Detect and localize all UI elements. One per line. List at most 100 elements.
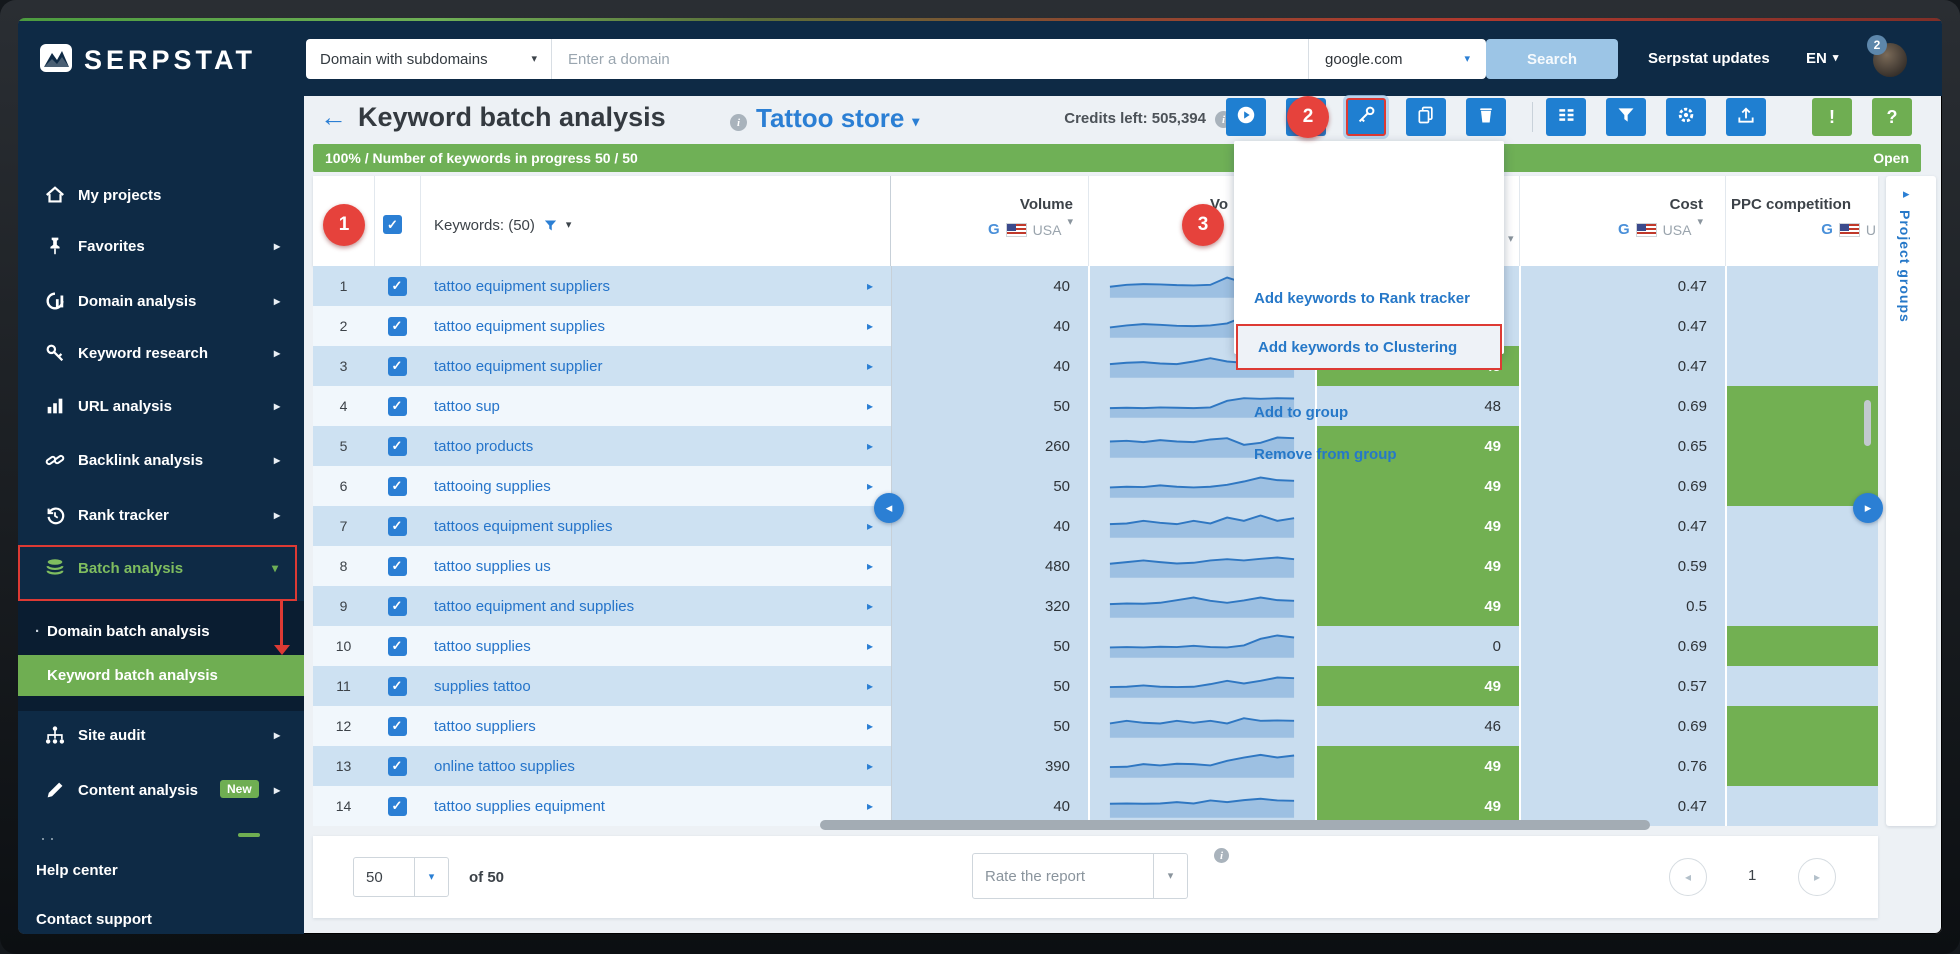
sort-caret-icon[interactable]: ▾ bbox=[1697, 216, 1703, 228]
info-icon[interactable]: i bbox=[730, 114, 747, 131]
sidebar-item-favorites[interactable]: Favorites ▸ bbox=[18, 226, 304, 266]
ppc-column-header[interactable]: PPC competition G U bbox=[1731, 196, 1876, 238]
sidebar-item-site-audit[interactable]: Site audit ▸ bbox=[18, 715, 304, 755]
next-page-button[interactable]: ▸ bbox=[1798, 858, 1836, 896]
row-checkbox[interactable]: ✓ bbox=[374, 306, 420, 346]
keyword-cell[interactable]: tattoo equipment suppliers ▸ bbox=[420, 266, 891, 306]
keyword-link[interactable]: online tattoo supplies bbox=[434, 757, 575, 775]
cost-column-header[interactable]: Cost G USA ▾ bbox=[1543, 196, 1703, 238]
add-keywords-button[interactable] bbox=[1346, 98, 1386, 136]
filter-icon[interactable] bbox=[543, 218, 558, 233]
row-checkbox[interactable]: ✓ bbox=[374, 626, 420, 666]
rate-info-icon[interactable]: i bbox=[1214, 848, 1229, 863]
expand-right-icon[interactable]: ▸ bbox=[1903, 186, 1910, 201]
keyword-cell[interactable]: tattoo supplies equipment ▸ bbox=[420, 786, 891, 826]
page-size-select[interactable]: 50 ▾ bbox=[353, 857, 449, 897]
expand-keyword-icon[interactable]: ▸ bbox=[866, 719, 873, 733]
keyword-cell[interactable]: supplies tattoo ▸ bbox=[420, 666, 891, 706]
serpstat-updates-link[interactable]: Serpstat updates bbox=[1648, 50, 1770, 67]
prev-page-button[interactable]: ◂ bbox=[1669, 858, 1707, 896]
keyword-cell[interactable]: tattoo suppliers ▸ bbox=[420, 706, 891, 746]
feedback-button[interactable]: ! bbox=[1812, 98, 1852, 136]
keyword-link[interactable]: tattoo suppliers bbox=[434, 717, 536, 735]
keyword-link[interactable]: tattoos equipment supplies bbox=[434, 517, 613, 535]
menu-item-add-to-group[interactable]: Add to group bbox=[1254, 403, 1349, 421]
keyword-link[interactable]: tattoo products bbox=[434, 437, 534, 455]
row-checkbox[interactable]: ✓ bbox=[374, 386, 420, 426]
row-checkbox[interactable]: ✓ bbox=[374, 666, 420, 706]
row-checkbox[interactable]: ✓ bbox=[374, 586, 420, 626]
expand-keyword-icon[interactable]: ▸ bbox=[866, 279, 873, 293]
rate-report-select[interactable]: Rate the report ▾ bbox=[972, 853, 1188, 899]
keyword-cell[interactable]: tattoo supplies ▸ bbox=[420, 626, 891, 666]
scroll-left-button[interactable]: ◂ bbox=[874, 493, 904, 523]
expand-keyword-icon[interactable]: ▸ bbox=[866, 479, 873, 493]
expand-keyword-icon[interactable]: ▸ bbox=[866, 799, 873, 813]
select-all-checkbox[interactable]: ✓ bbox=[383, 215, 402, 234]
project-select[interactable]: Tattoo store ▾ bbox=[756, 103, 919, 134]
menu-item-add-keywords-to-clustering[interactable]: Add keywords to Clustering bbox=[1236, 324, 1502, 370]
keyword-link[interactable]: tattoo sup bbox=[434, 397, 500, 415]
expand-keyword-icon[interactable]: ▸ bbox=[866, 359, 873, 373]
keyword-cell[interactable]: tattoo sup ▸ bbox=[420, 386, 891, 426]
sidebar-item-rank-tracker[interactable]: Rank tracker ▸ bbox=[18, 495, 304, 535]
settings-button[interactable] bbox=[1666, 98, 1706, 136]
sidebar-item-keyword-research[interactable]: Keyword research ▸ bbox=[18, 333, 304, 373]
back-button[interactable]: ← bbox=[320, 102, 347, 132]
expand-keyword-icon[interactable]: ▸ bbox=[866, 599, 873, 613]
sidebar-item-backlink-analysis[interactable]: Backlink analysis ▸ bbox=[18, 440, 304, 480]
delete-button[interactable] bbox=[1466, 98, 1506, 136]
scroll-right-button[interactable]: ▸ bbox=[1853, 493, 1883, 523]
progress-open-link[interactable]: Open bbox=[1873, 150, 1909, 166]
menu-item-remove-from-group[interactable]: Remove from group bbox=[1254, 445, 1397, 463]
keyword-link[interactable]: tattooing supplies bbox=[434, 477, 551, 495]
expand-keyword-icon[interactable]: ▸ bbox=[866, 439, 873, 453]
sidebar-item-batch-analysis[interactable]: Batch analysis ▾ bbox=[18, 548, 304, 588]
expand-keyword-icon[interactable]: ▸ bbox=[866, 519, 873, 533]
keyword-cell[interactable]: tattoo equipment supplier ▸ bbox=[420, 346, 891, 386]
sidebar-item-domain-analysis[interactable]: Domain analysis ▸ bbox=[18, 281, 304, 321]
sidebar-subitem-keyword-batch-analysis[interactable]: Keyword batch analysis bbox=[18, 655, 304, 695]
volume-column-header[interactable]: Volume G USA ▾ bbox=[913, 196, 1073, 238]
columns-button[interactable] bbox=[1546, 98, 1586, 136]
keyword-cell[interactable]: tattoo equipment and supplies ▸ bbox=[420, 586, 891, 626]
row-checkbox[interactable]: ✓ bbox=[374, 546, 420, 586]
keyword-link[interactable]: tattoo supplies equipment bbox=[434, 797, 605, 815]
horizontal-scrollbar[interactable] bbox=[820, 820, 1650, 830]
logo[interactable]: SERPSTAT bbox=[38, 41, 256, 79]
keyword-link[interactable]: tattoo equipment suppliers bbox=[434, 277, 610, 295]
search-button[interactable]: Search bbox=[1486, 39, 1618, 79]
sidebar-subitem-domain-batch-analysis[interactable]: · Domain batch analysis bbox=[18, 611, 304, 651]
vertical-scrollbar[interactable] bbox=[1864, 400, 1871, 446]
copy-button[interactable] bbox=[1406, 98, 1446, 136]
project-groups-panel[interactable]: ▸ Project groups bbox=[1886, 176, 1936, 826]
sidebar-link-help-center[interactable]: Help center bbox=[36, 862, 118, 879]
language-select[interactable]: EN ▾ bbox=[1806, 50, 1838, 67]
sidebar-link-contact-support[interactable]: Contact support bbox=[36, 911, 152, 928]
export-button[interactable] bbox=[1726, 98, 1766, 136]
keyword-link[interactable]: tattoo equipment and supplies bbox=[434, 597, 635, 615]
keywords-column-header[interactable]: Keywords: (50) ▾ bbox=[434, 217, 571, 234]
keyword-link[interactable]: tattoo equipment supplies bbox=[434, 317, 605, 335]
row-checkbox[interactable]: ✓ bbox=[374, 746, 420, 786]
expand-keyword-icon[interactable]: ▸ bbox=[866, 759, 873, 773]
search-engine-select[interactable]: google.com ▾ bbox=[1308, 39, 1486, 79]
row-checkbox[interactable]: ✓ bbox=[374, 466, 420, 506]
sidebar-item-my-projects[interactable]: My projects bbox=[18, 175, 304, 215]
filter-button[interactable] bbox=[1606, 98, 1646, 136]
keyword-cell[interactable]: tattoo supplies us ▸ bbox=[420, 546, 891, 586]
sidebar-item-url-analysis[interactable]: URL analysis ▸ bbox=[18, 386, 304, 426]
keyword-link[interactable]: supplies tattoo bbox=[434, 677, 531, 695]
keyword-cell[interactable]: tattoo equipment supplies ▸ bbox=[420, 306, 891, 346]
expand-keyword-icon[interactable]: ▸ bbox=[866, 399, 873, 413]
row-checkbox[interactable]: ✓ bbox=[374, 266, 420, 306]
keyword-link[interactable]: tattoo supplies us bbox=[434, 557, 551, 575]
keyword-cell[interactable]: online tattoo supplies ▸ bbox=[420, 746, 891, 786]
keyword-link[interactable]: tattoo equipment supplier bbox=[434, 357, 603, 375]
expand-keyword-icon[interactable]: ▸ bbox=[866, 639, 873, 653]
sidebar-item-content-analysis[interactable]: Content analysis New ▸ bbox=[18, 770, 304, 810]
keyword-cell[interactable]: tattoos equipment supplies ▸ bbox=[420, 506, 891, 546]
expand-keyword-icon[interactable]: ▸ bbox=[866, 319, 873, 333]
domain-search-input[interactable]: Enter a domain bbox=[552, 39, 1308, 79]
row-checkbox[interactable]: ✓ bbox=[374, 346, 420, 386]
